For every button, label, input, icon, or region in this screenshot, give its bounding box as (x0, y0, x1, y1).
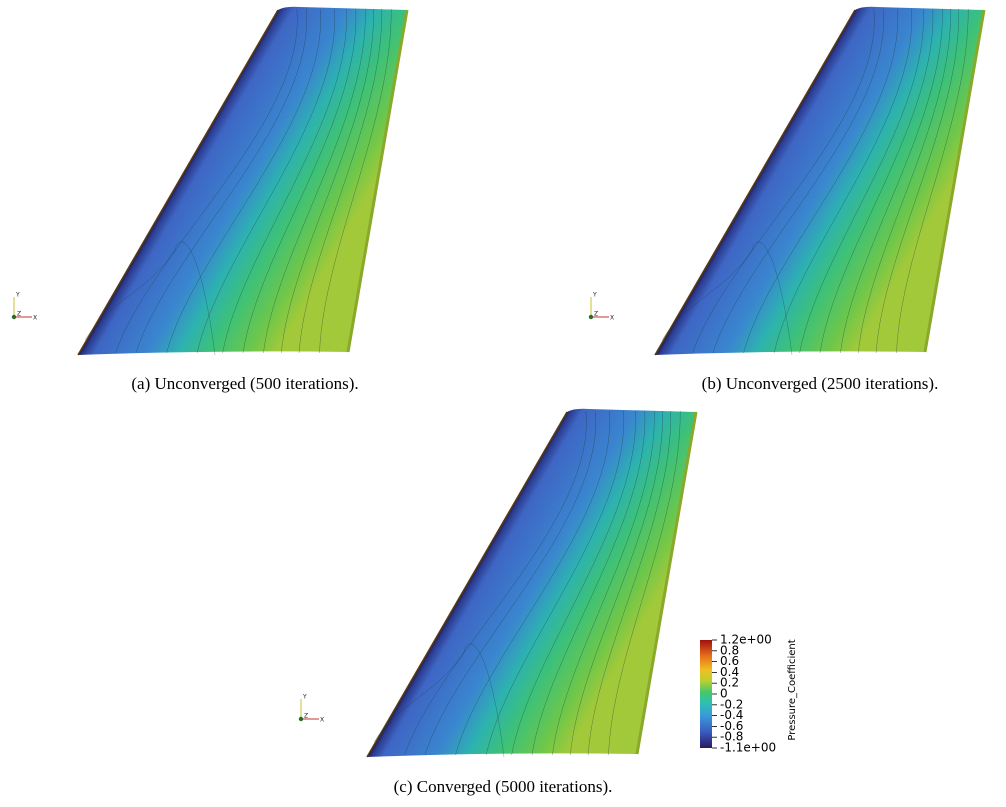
wing-trailing-edge (635, 411, 698, 755)
panel: Y Z X (c) Converged (5000 iterations). (298, 408, 698, 796)
contour-line (298, 8, 383, 354)
contour-line (552, 410, 655, 756)
contour-line (896, 8, 969, 354)
contour-line (455, 410, 610, 756)
contour-line (166, 8, 321, 354)
wing-leading-edge (654, 9, 856, 356)
colorbar-label: -0.2 (720, 697, 743, 711)
contour-line (531, 410, 646, 756)
contour-line (743, 8, 898, 354)
colorbar-label: -0.6 (720, 719, 743, 733)
panel: Y Z X (a) Unconverged (500 iterations). (11, 6, 409, 393)
contour-line (875, 8, 960, 354)
axis-label-y: Y (15, 292, 20, 299)
contour-line (222, 8, 347, 354)
contour-line (424, 410, 596, 756)
colorbar-label: 0.6 (720, 654, 739, 668)
contour-line (840, 8, 943, 354)
contour-line (404, 410, 587, 756)
contour-line (570, 410, 663, 756)
axis-z-marker (298, 716, 304, 722)
contour-line (692, 8, 875, 354)
wing-leading-edge (366, 411, 568, 758)
axis-label-x: X (320, 717, 324, 724)
wing-trailing-edge (346, 9, 409, 353)
colorbar-title: Pressure_Coefficient (787, 639, 798, 740)
contour-line (319, 8, 392, 354)
contour-line (135, 8, 307, 354)
axis-z-marker (588, 314, 594, 320)
axis-z-marker (11, 314, 17, 320)
contour-line (84, 241, 216, 356)
contour-line (373, 643, 505, 758)
colorbar-label: -1.1e+00 (720, 741, 776, 755)
wing-surface (367, 408, 696, 757)
wing-leading-edge (77, 9, 279, 356)
axis-label-z: Z (594, 311, 598, 318)
contour-line (115, 8, 298, 354)
wing-surface (78, 6, 407, 356)
contour-line (773, 8, 912, 354)
caption: (a) Unconverged (500 iterations). (131, 374, 358, 393)
colorbar-scale (700, 640, 712, 748)
colorbar-label: 0.4 (720, 665, 739, 679)
caption: (b) Unconverged (2500 iterations). (702, 374, 939, 393)
axis-label-z: Z (17, 311, 21, 318)
axis-label-x: X (33, 315, 37, 322)
wing-surface (655, 6, 984, 356)
colorbar-label: -0.4 (720, 708, 743, 722)
contour-line (263, 8, 366, 354)
contour-line (242, 8, 357, 354)
contour-line (661, 241, 793, 356)
contour-line (511, 410, 636, 756)
contour-line (587, 410, 672, 756)
colorbar-label: 0.2 (720, 676, 739, 690)
colorbar: Pressure_Coefficient 1.2e+000.80.60.40.2… (700, 633, 798, 755)
axis-label-y: Y (592, 292, 597, 299)
contour-line (712, 8, 884, 354)
contour-line (819, 8, 934, 354)
wing-trailing-edge (923, 9, 986, 353)
colorbar-label: -0.8 (720, 730, 743, 744)
contour-line (608, 410, 681, 756)
contour-line (799, 8, 924, 354)
contour-line (485, 410, 624, 756)
panels: Y Z X (a) Unconverged (500 iterations). Y Z X (… (11, 6, 986, 796)
contour-line (281, 8, 374, 354)
colorbar-label: 0.8 (720, 643, 739, 657)
panel: Y Z X (b) Unconverged (2500 iterations). (588, 6, 986, 393)
axis-label-z: Z (304, 713, 308, 720)
colorbar-label: 0 (720, 687, 728, 701)
caption: (c) Converged (5000 iterations). (394, 777, 613, 796)
axis-label-y: Y (302, 694, 307, 701)
axis-label-x: X (610, 315, 614, 322)
contour-line (858, 8, 951, 354)
contour-line (196, 8, 335, 354)
colorbar-label: 1.2e+00 (720, 633, 772, 647)
